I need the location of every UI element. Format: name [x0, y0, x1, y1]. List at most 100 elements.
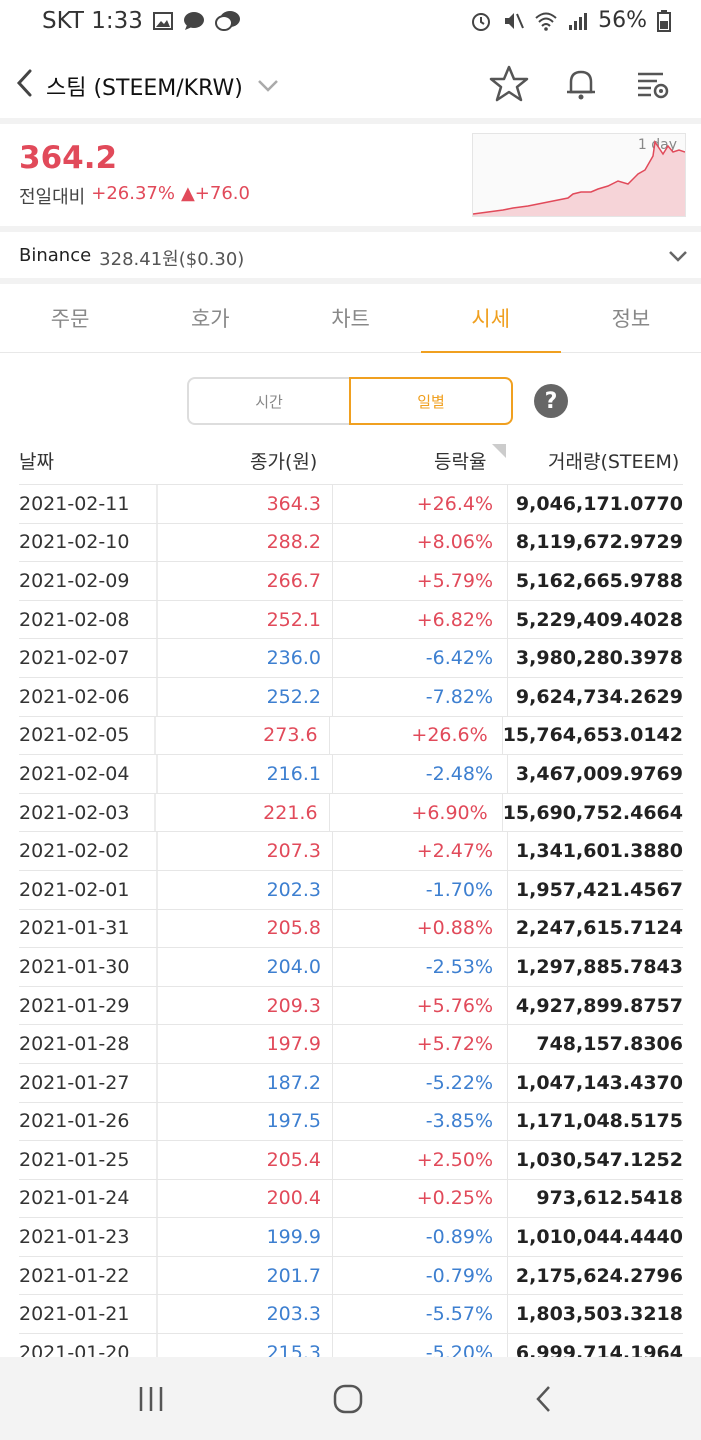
cell-date: 2021-02-02 [19, 832, 158, 870]
table-row: 2021-02-08 252.1 +6.82% 5,229,409.4028 [19, 599, 683, 639]
back-icon[interactable] [10, 66, 40, 100]
period-segment: 시간 일별 [187, 377, 513, 425]
cell-rate: +5.76% [333, 986, 508, 1025]
dropdown-chevron-icon[interactable] [257, 79, 279, 93]
cell-rate: -3.85% [333, 1102, 508, 1141]
mute-icon [505, 12, 525, 29]
cell-close: 252.1 [158, 600, 333, 639]
cell-date: 2021-02-04 [19, 755, 158, 793]
tab-chart[interactable]: 차트 [331, 307, 370, 331]
cell-rate: +8.06% [333, 523, 508, 562]
home-icon[interactable] [328, 1379, 368, 1419]
cell-close: 201.7 [158, 1256, 333, 1295]
wifi-icon [535, 12, 557, 31]
cell-rate: -6.42% [333, 639, 508, 677]
tab-info[interactable]: 정보 [611, 307, 651, 331]
cell-rate: +6.82% [333, 600, 508, 639]
cell-rate: -0.79% [333, 1256, 508, 1295]
cell-close: 199.9 [158, 1218, 333, 1256]
segment-daily-button[interactable]: 일별 [349, 377, 513, 425]
cell-rate: -2.48% [333, 755, 508, 793]
cell-close: 221.6 [156, 793, 330, 832]
table-row: 2021-01-28 197.9 +5.72% 748,157.8306 [19, 1024, 683, 1063]
table-row: 2021-01-31 205.8 +0.88% 2,247,615.7124 [19, 908, 683, 948]
cell-rate: -1.70% [333, 870, 508, 909]
cell-close: 205.4 [158, 1141, 333, 1179]
table-row: 2021-01-23 199.9 -0.89% 1,010,044.4440 [19, 1217, 683, 1256]
cell-rate: +26.6% [330, 716, 503, 755]
status-right: 56% [470, 8, 671, 33]
cell-date: 2021-02-01 [19, 870, 158, 909]
cell-rate: +6.90% [330, 793, 503, 832]
tab-order[interactable]: 주문 [50, 307, 90, 331]
current-price: 364.2 [19, 140, 118, 176]
cell-volume: 1,047,143.4370 [515, 1071, 683, 1094]
divider [0, 278, 701, 284]
cell-volume: 5,229,409.4028 [515, 608, 683, 631]
system-nav-bar [0, 1357, 701, 1440]
cell-close: 288.2 [158, 523, 333, 562]
exchange-price[interactable]: Binance 328.41원($0.30) [19, 245, 244, 271]
cell-volume: 748,157.8306 [536, 1033, 683, 1056]
tab-bar: 주문 호가 차트 시세 정보 [0, 286, 701, 353]
segment-time-button[interactable]: 시간 [187, 377, 349, 425]
cell-volume: 8,119,672.9729 [515, 531, 683, 554]
cell-date: 2021-02-11 [19, 485, 158, 523]
tab-orderbook[interactable]: 호가 [190, 307, 230, 331]
cell-volume: 3,467,009.9769 [515, 762, 683, 785]
table-row: 2021-01-25 205.4 +2.50% 1,030,547.1252 [19, 1140, 683, 1179]
column-header-rate[interactable]: 등락율 [434, 451, 487, 473]
star-icon[interactable] [489, 64, 529, 104]
change-absolute: ▲+76.0 [180, 183, 250, 204]
cell-volume: 4,927,899.8757 [515, 994, 683, 1017]
cell-close: 203.3 [158, 1295, 333, 1334]
tab-market-price[interactable]: 시세 [420, 286, 562, 353]
cell-rate: +5.79% [333, 562, 508, 600]
table-row: 2021-02-03 221.6 +6.90% 15,690,752.4664 [19, 792, 683, 832]
daily-price-table: 2021-02-11 364.3 +26.4% 9,046,171.0770 2021-… [19, 484, 683, 1372]
cell-volume: 1,341,601.3880 [515, 840, 683, 863]
cell-volume: 3,980,280.3978 [515, 647, 683, 670]
table-row: 2021-02-04 216.1 -2.48% 3,467,009.9769 [19, 754, 683, 793]
table-row: 2021-02-02 207.3 +2.47% 1,341,601.3880 [19, 831, 683, 870]
cell-rate: +2.50% [333, 1141, 508, 1179]
cell-close: 209.3 [158, 986, 333, 1025]
table-row: 2021-02-05 273.6 +26.6% 15,764,653.0142 [19, 715, 683, 755]
table-row: 2021-01-22 201.7 -0.79% 2,175,624.2796 [19, 1255, 683, 1295]
cell-rate: +0.88% [333, 909, 508, 948]
table-row: 2021-02-07 236.0 -6.42% 3,980,280.3978 [19, 638, 683, 677]
settings-list-icon[interactable] [633, 64, 673, 104]
battery-text: 56% [598, 8, 647, 33]
back-nav-icon[interactable] [525, 1379, 565, 1419]
chevron-down-icon[interactable] [667, 246, 689, 266]
cell-date: 2021-01-29 [19, 986, 158, 1025]
table-row: 2021-02-09 266.7 +5.79% 5,162,665.9788 [19, 561, 683, 600]
cell-close: 187.2 [158, 1063, 333, 1102]
cell-close: 207.3 [158, 832, 333, 870]
divider [0, 118, 701, 124]
bell-icon[interactable] [561, 64, 601, 104]
table-row: 2021-01-29 209.3 +5.76% 4,927,899.8757 [19, 985, 683, 1025]
cell-close: 197.9 [158, 1025, 333, 1063]
cell-date: 2021-01-24 [19, 1179, 158, 1218]
chat-bubble-icon [183, 12, 204, 30]
cell-close: 273.6 [156, 716, 330, 755]
cell-volume: 1,030,547.1252 [515, 1148, 683, 1171]
column-header-volume: 거래량(STEEM) [548, 451, 680, 473]
column-header-date: 날짜 [19, 451, 54, 473]
header-title[interactable]: 스팀 (STEEM/KRW) [46, 70, 279, 102]
mini-chart[interactable]: 1 day [472, 133, 686, 217]
cell-date: 2021-01-21 [19, 1295, 158, 1334]
help-icon[interactable]: ? [534, 384, 568, 418]
table-row: 2021-02-10 288.2 +8.06% 8,119,672.9729 [19, 522, 683, 562]
cell-close: 236.0 [158, 639, 333, 677]
cell-rate: +2.47% [333, 832, 508, 870]
column-header-close: 종가(원) [250, 451, 318, 473]
cell-volume: 1,171,048.5175 [515, 1110, 683, 1133]
recent-apps-icon[interactable] [131, 1379, 171, 1419]
cell-rate: +0.25% [333, 1179, 508, 1218]
cell-close: 204.0 [158, 948, 333, 986]
cell-volume: 1,010,044.4440 [515, 1226, 683, 1249]
cell-volume: 9,046,171.0770 [515, 492, 683, 515]
cell-close: 364.3 [158, 485, 333, 523]
